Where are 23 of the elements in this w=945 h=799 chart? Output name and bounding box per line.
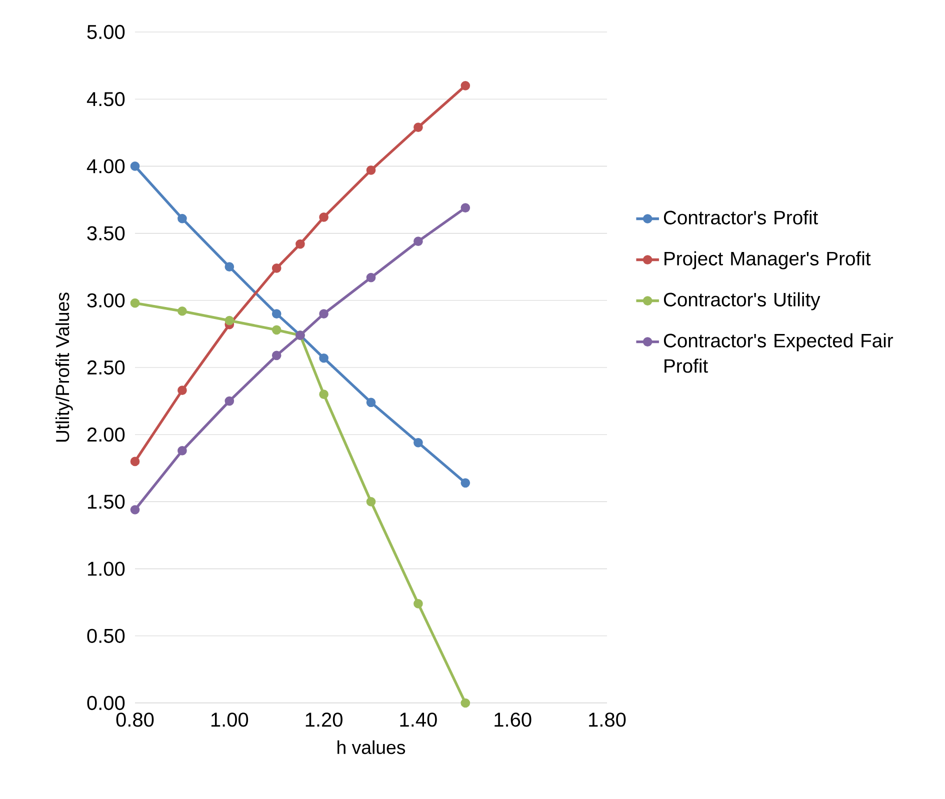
legend-label: Contractor's Profit	[664, 210, 818, 224]
y-tick-label: 0.50	[87, 628, 125, 643]
legend-label: Contractor's Utility	[664, 292, 820, 310]
x-tick-label: 0.80	[116, 712, 154, 727]
y-tick-label: 1.00	[88, 562, 125, 576]
y-axis-title: Utlity/Profit Values	[55, 292, 73, 442]
y-tick-label: 2.00	[87, 428, 125, 442]
y-tick-label: 4.00	[86, 159, 125, 174]
x-tick-label: 1.00	[211, 712, 248, 727]
legend-label: Contractor's Expected Fair Profit	[664, 333, 894, 373]
x-tick-label: 1.60	[494, 712, 532, 727]
y-tick-label: 4.50	[86, 92, 125, 106]
x-axis-title: h values	[338, 740, 406, 754]
y-tick-label: 3.50	[87, 226, 125, 240]
legend-label: Project Manager's Profit	[664, 251, 871, 270]
y-tick-label: 0.00	[87, 696, 125, 710]
x-tick-label: 1.20	[306, 712, 342, 727]
x-tick-label: 1.40	[400, 712, 437, 727]
y-tick-label: 5.00	[87, 24, 125, 40]
y-tick-label: 3.00	[87, 293, 125, 308]
y-tick-label: 2.50	[87, 360, 125, 375]
x-tick-label: 1.80	[589, 712, 626, 727]
y-tick-label: 1.50	[88, 494, 125, 509]
